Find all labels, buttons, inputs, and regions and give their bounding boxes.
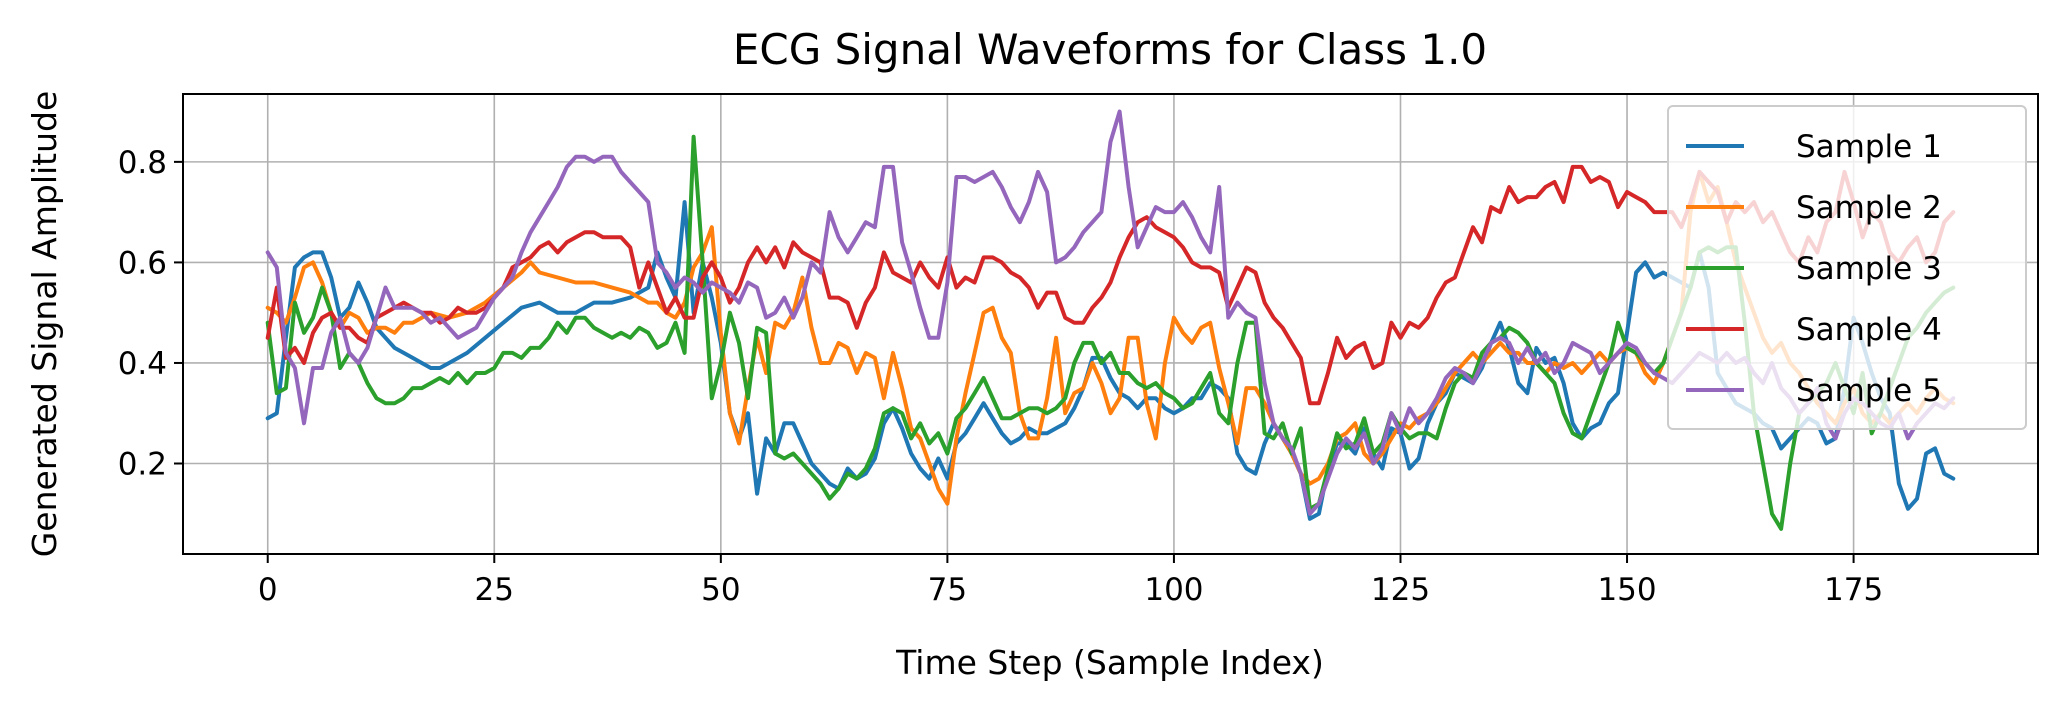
legend-label: Sample 2 [1796,190,1942,226]
axis-ticks: 0 25 50 75 100 125 150 175 0.2 0.4 0.6 0.8 [118,145,1883,608]
y-tick-label: 0.4 [118,346,167,382]
x-tick-label: 150 [1597,572,1656,608]
legend-label: Sample 5 [1796,373,1942,409]
y-tick-label: 0.8 [118,145,167,181]
legend: Sample 1 Sample 2 Sample 3 Sample 4 Sample 5 [1667,105,2027,430]
chart-title: ECG Signal Waveforms for Class 1.0 [733,25,1487,74]
y-axis-label: Generated Signal Amplitude [25,91,64,558]
legend-box [1667,105,2027,430]
x-tick-label: 0 [258,572,278,608]
x-tick-label: 50 [701,572,740,608]
legend-label: Sample 1 [1796,129,1942,165]
x-axis-label: Time Step (Sample Index) [895,643,1324,682]
x-tick-label: 100 [1144,572,1203,608]
legend-label: Sample 4 [1796,312,1942,348]
plot-frame [182,93,2039,555]
y-tick-label: 0.6 [118,245,167,281]
x-tick-label: 25 [475,572,514,608]
x-tick-label: 125 [1371,572,1430,608]
y-tick-label: 0.2 [118,447,167,483]
x-tick-label: 175 [1824,572,1883,608]
legend-label: Sample 3 [1796,251,1942,287]
x-tick-label: 75 [928,572,967,608]
